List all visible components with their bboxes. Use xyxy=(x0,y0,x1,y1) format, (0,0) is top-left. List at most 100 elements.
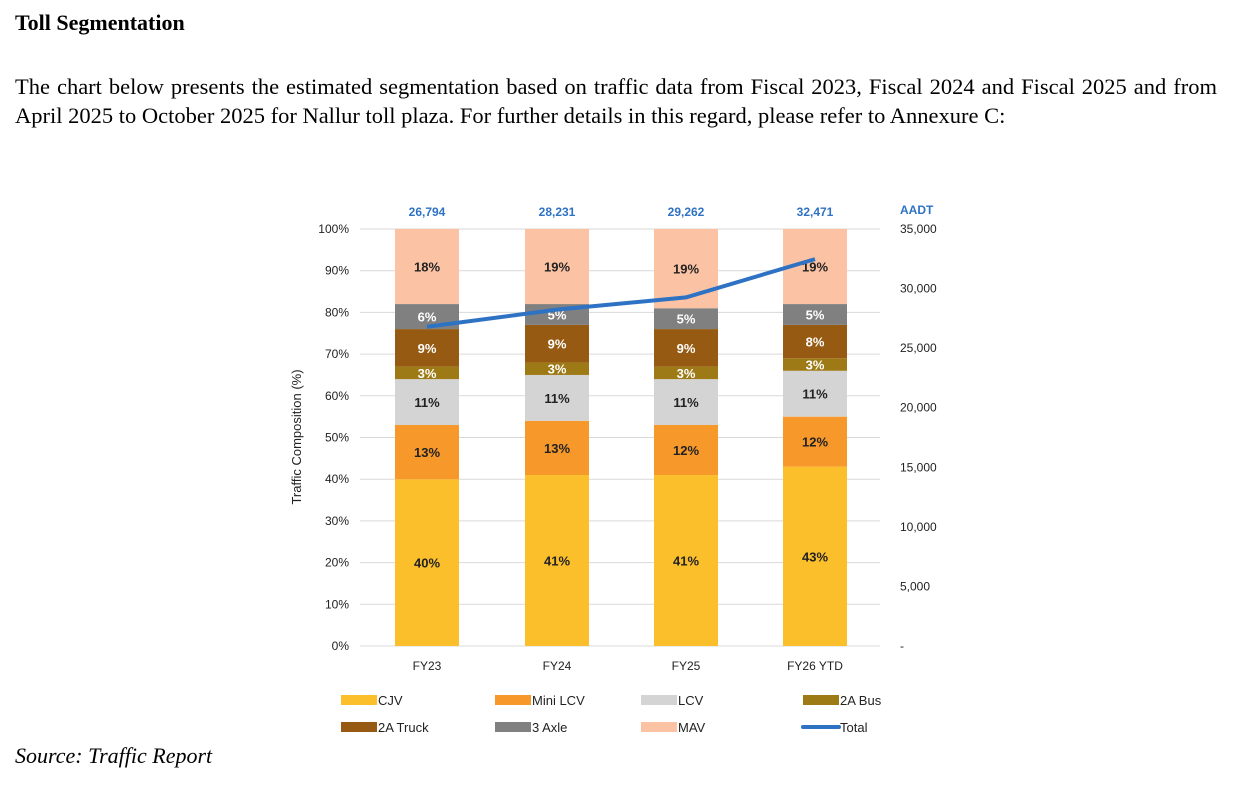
y2-tick-label: 15,000 xyxy=(900,460,937,474)
y-axis-label: Traffic Composition (%) xyxy=(289,369,304,504)
y2-tick-label: 30,000 xyxy=(900,282,937,296)
bar-segment-2a-truck xyxy=(783,324,847,359)
data-label: 12% xyxy=(673,443,699,458)
data-label: 43% xyxy=(802,549,828,564)
bar-segment-cjv xyxy=(783,466,847,646)
legend-label: Total xyxy=(840,720,868,735)
bar-segment-2a-bus xyxy=(395,366,459,380)
legend-swatch xyxy=(641,722,677,732)
bar-segment-2a-bus xyxy=(525,362,589,375)
total-label: 26,794 xyxy=(409,205,446,219)
y2-tick-label: 5,000 xyxy=(900,579,930,593)
legend-swatch xyxy=(495,695,531,705)
bar-segment-2a-truck xyxy=(525,324,589,363)
y-tick-label: 0% xyxy=(332,639,350,653)
legend-swatch xyxy=(641,695,677,705)
data-label: 5% xyxy=(806,307,825,322)
source-note: Source: Traffic Report xyxy=(15,743,213,768)
total-label: 29,262 xyxy=(668,205,705,219)
x-tick-label: FY25 xyxy=(672,659,701,673)
bar-segment-lcv xyxy=(525,374,589,421)
data-label: 11% xyxy=(414,395,440,410)
bar-segment-lcv xyxy=(654,379,718,425)
data-label: 9% xyxy=(548,337,567,352)
data-label: 6% xyxy=(418,310,437,325)
bar-segment-mini-lcv xyxy=(395,424,459,480)
bar-segment-lcv xyxy=(783,370,847,417)
y-tick-label: 80% xyxy=(325,305,349,319)
legend-swatch xyxy=(495,722,531,732)
data-label: 13% xyxy=(414,445,440,460)
legend-label: 3 Axle xyxy=(532,720,567,735)
data-label: 41% xyxy=(544,554,570,569)
data-label: 18% xyxy=(414,260,440,275)
data-label: 3% xyxy=(677,366,696,381)
legend-swatch xyxy=(341,722,377,732)
legend-label: 2A Truck xyxy=(378,720,429,735)
bar-segment-mav xyxy=(654,229,718,309)
y2-tick-label: 35,000 xyxy=(900,222,937,236)
legend-label: MAV xyxy=(678,720,706,735)
y-tick-label: 60% xyxy=(325,389,349,403)
x-tick-label: FY26 YTD xyxy=(787,659,843,673)
total-label: 28,231 xyxy=(539,205,576,219)
data-label: 40% xyxy=(414,556,440,571)
bar-segment-2a-truck xyxy=(395,329,459,367)
section-heading: Toll Segmentation xyxy=(15,10,185,35)
data-label: 9% xyxy=(418,341,437,356)
total-label: 32,471 xyxy=(797,205,834,219)
y2-tick-label: 20,000 xyxy=(900,401,937,415)
bar-segment-mav xyxy=(395,229,459,305)
y-tick-label: 100% xyxy=(318,222,349,236)
bar-segment-cjv xyxy=(654,475,718,646)
y-tick-label: 40% xyxy=(325,472,349,486)
legend-label: CJV xyxy=(378,693,403,708)
bar-segment-mini-lcv xyxy=(525,420,589,476)
y2-tick-label: 25,000 xyxy=(900,341,937,355)
bar-segment-2a-bus xyxy=(654,366,718,380)
data-label: 8% xyxy=(806,335,825,350)
bar-segment-3-axle xyxy=(783,304,847,325)
y-tick-label: 90% xyxy=(325,264,349,278)
y2-tick-label: - xyxy=(900,639,904,653)
total-line xyxy=(426,257,816,329)
bar-segment-cjv xyxy=(395,479,459,646)
bar-segment-2a-bus xyxy=(783,358,847,371)
legend-swatch xyxy=(803,695,839,705)
data-label: 12% xyxy=(802,435,828,450)
legend-swatch xyxy=(341,695,377,705)
bar-segment-3-axle xyxy=(654,308,718,330)
bar-segment-mini-lcv xyxy=(783,416,847,467)
bar-segment-2a-truck xyxy=(654,329,718,367)
data-label: 19% xyxy=(544,260,570,275)
x-tick-label: FY24 xyxy=(543,659,572,673)
x-tick-label: FY23 xyxy=(413,659,442,673)
y2-axis-label: AADT xyxy=(900,203,934,217)
y2-tick-label: 10,000 xyxy=(900,520,937,534)
bar-segment-mav xyxy=(525,229,589,305)
data-label: 3% xyxy=(548,362,567,377)
data-label: 41% xyxy=(673,554,699,569)
data-label: 9% xyxy=(677,341,696,356)
y-tick-label: 50% xyxy=(325,431,349,445)
y-tick-label: 20% xyxy=(325,556,349,570)
data-label: 3% xyxy=(418,366,437,381)
data-label: 11% xyxy=(802,387,828,402)
data-label: 19% xyxy=(802,260,828,275)
bar-segment-lcv xyxy=(395,379,459,425)
intro-paragraph: The chart below presents the estimated s… xyxy=(15,74,1217,128)
data-label: 11% xyxy=(673,395,699,410)
data-label: 19% xyxy=(673,262,699,277)
bar-segment-mini-lcv xyxy=(654,424,718,476)
y-tick-label: 70% xyxy=(325,347,349,361)
bar-segment-cjv xyxy=(525,475,589,646)
legend-label: Mini LCV xyxy=(532,693,585,708)
legend-label: LCV xyxy=(678,693,704,708)
y-tick-label: 10% xyxy=(325,597,349,611)
data-label: 11% xyxy=(544,391,570,406)
legend-label: 2A Bus xyxy=(840,693,882,708)
data-label: 5% xyxy=(677,312,696,327)
data-label: 3% xyxy=(806,358,825,373)
data-label: 13% xyxy=(544,441,570,456)
